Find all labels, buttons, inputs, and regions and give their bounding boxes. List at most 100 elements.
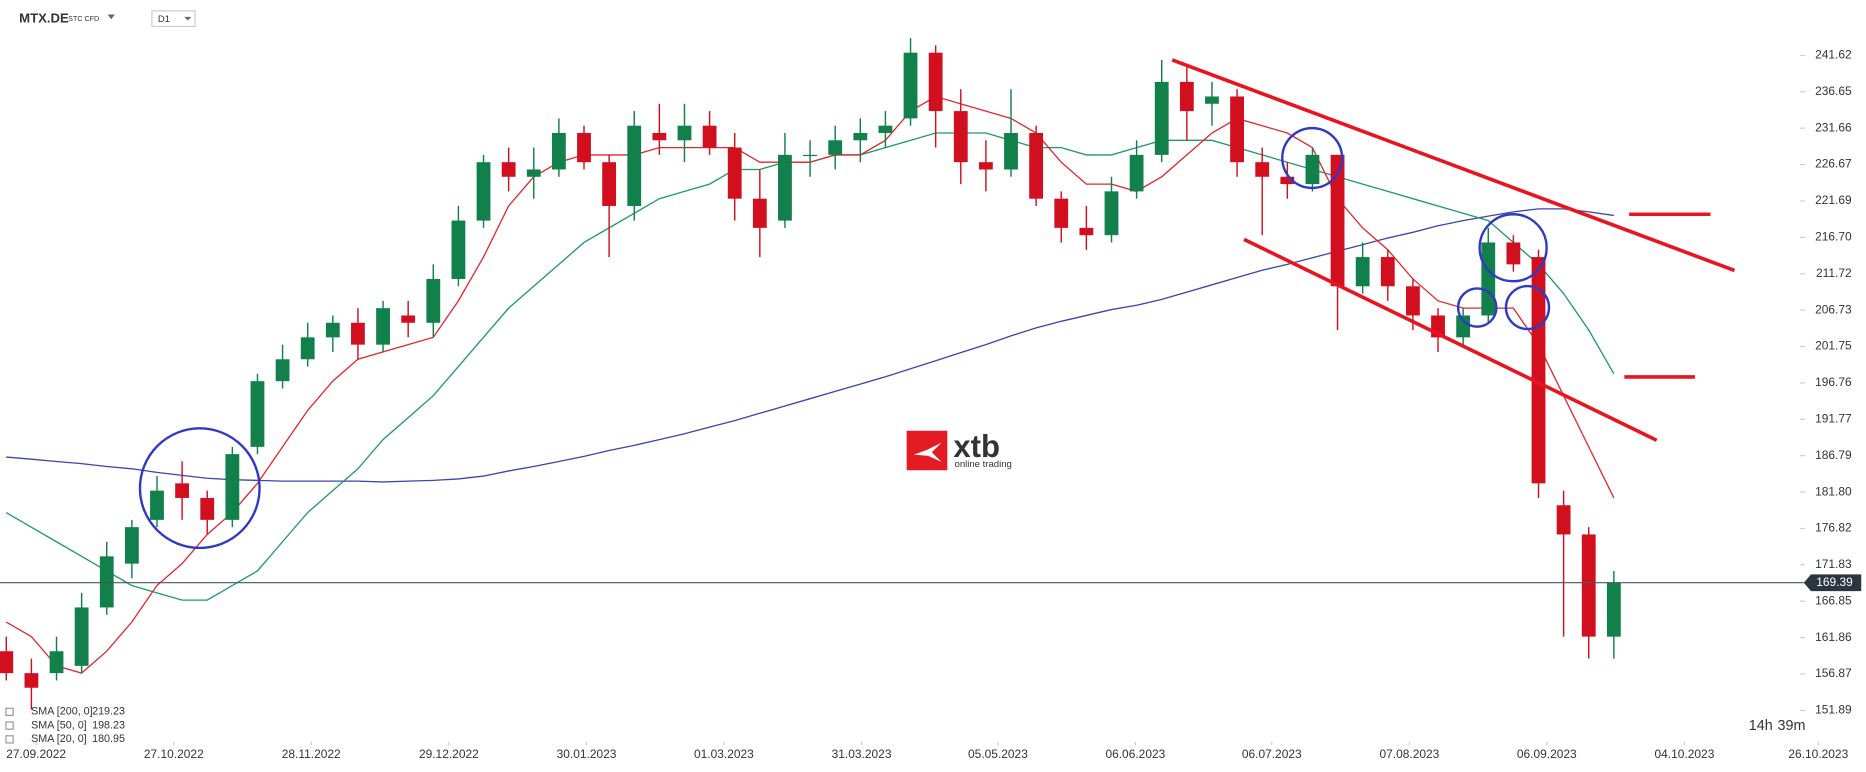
legend-name: SMA [200, 0] [31, 706, 93, 718]
toolbar: MTX.DE STC CFD D1 [19, 10, 196, 28]
candle-body [727, 147, 742, 199]
legend-icon [5, 735, 14, 744]
x-tick-label: 30.01.2023 [557, 747, 617, 761]
candle-body [627, 125, 642, 206]
candle-body [275, 359, 290, 382]
x-tick-label: 01.03.2023 [694, 747, 754, 761]
instrument-type: STC CFD [68, 15, 99, 23]
y-tick-label: 176.82 [1815, 521, 1852, 535]
x-tick-label: 06.06.2023 [1105, 747, 1165, 761]
candle-body [250, 381, 265, 447]
candle-body [652, 132, 667, 141]
timer: 14h 39m [1749, 718, 1806, 734]
legend-value: 219.23 [92, 706, 125, 718]
last-price-tag [1803, 574, 1862, 592]
y-tick-label: 181.80 [1815, 484, 1852, 498]
legend-value: 198.23 [92, 719, 125, 731]
candle-body [24, 673, 39, 688]
candle-body [1406, 286, 1420, 316]
candle-body [225, 454, 240, 520]
candle-body [49, 651, 64, 674]
candle-body [803, 154, 817, 157]
legend-value: 180.95 [92, 733, 125, 745]
candle-body [828, 140, 843, 155]
x-tick-label: 06.07.2023 [1242, 747, 1302, 761]
candle-body [74, 607, 89, 666]
interval-dropdown[interactable] [184, 16, 192, 21]
y-tick-label: 216.70 [1815, 230, 1852, 244]
interval: D1 [158, 14, 170, 25]
candle-body [602, 162, 617, 206]
candle-body [677, 125, 692, 141]
candle-body [1581, 534, 1596, 637]
x-tick-label: 29.12.2022 [419, 747, 479, 761]
candle-body [1179, 81, 1194, 112]
candle-body [1079, 227, 1094, 236]
candle-body [778, 154, 792, 221]
candle-body [1230, 96, 1244, 163]
candle-body [1280, 176, 1295, 185]
candle-body [1506, 242, 1521, 265]
candle-body [953, 111, 968, 163]
candle-body [526, 169, 541, 177]
y-tick-label: 211.72 [1816, 266, 1852, 280]
symbol[interactable]: MTX.DE [19, 11, 69, 26]
candle-body [853, 132, 868, 141]
candle-body [1456, 315, 1471, 338]
logo-tagline: online trading [955, 459, 1012, 470]
interval-select[interactable] [151, 10, 196, 28]
candle-body [501, 162, 516, 177]
candle-body [1330, 154, 1345, 287]
last-price-label: 169.39 [1816, 575, 1853, 589]
highlight-circle [1478, 213, 1548, 283]
trend-line [1243, 237, 1658, 442]
highlight-circle [1281, 126, 1344, 190]
highlight-circle [1456, 287, 1498, 328]
candle-body [928, 52, 943, 112]
candle-body [978, 162, 993, 170]
trend-line [1171, 58, 1736, 273]
candle-body [1556, 505, 1571, 535]
candle-body [878, 125, 893, 133]
y-tick-label: 156.87 [1815, 666, 1852, 680]
candle-body [1205, 96, 1219, 104]
legend-name: SMA [50, 0] [31, 719, 87, 731]
sma-line [5, 95, 1615, 674]
highlight-circle [1504, 284, 1551, 331]
candle-body [752, 198, 767, 228]
candle-body [1481, 242, 1496, 316]
logo: xtb online trading [906, 429, 1012, 471]
y-tick-label: 201.75 [1815, 339, 1852, 353]
candle-body [124, 527, 139, 564]
y-tick-label: 206.73 [1815, 302, 1852, 316]
logo-icon [913, 442, 942, 462]
candle-body [1531, 257, 1546, 484]
candle-body [1305, 154, 1320, 185]
candle-body [175, 483, 190, 498]
candle-body [401, 315, 416, 323]
candle-body [325, 322, 340, 338]
x-tick-label: 06.09.2023 [1517, 747, 1577, 761]
candle-body [1129, 154, 1144, 192]
y-tick-label: 151.89 [1815, 703, 1852, 717]
candle-body [1054, 198, 1069, 228]
candle-body [0, 651, 14, 674]
candle-body [577, 132, 591, 163]
candle-body [376, 308, 390, 345]
x-tick-label: 07.08.2023 [1379, 747, 1439, 761]
candle-body [1104, 191, 1119, 236]
y-tick-label: 191.77 [1815, 411, 1852, 425]
x-tick-label: 04.10.2023 [1655, 747, 1715, 761]
candle-body [1154, 81, 1169, 155]
sma-line [6, 208, 1614, 483]
x-tick-label: 31.03.2023 [832, 747, 892, 761]
symbol-dropdown[interactable] [107, 14, 115, 20]
y-tick-label: 186.79 [1815, 448, 1852, 462]
x-tick-label: 05.05.2023 [968, 747, 1028, 761]
y-tick-label: 171.83 [1815, 557, 1852, 571]
y-tick-label: 221.69 [1815, 193, 1852, 207]
timer-hours: 14h [1749, 718, 1773, 734]
logo-brand: xtb [953, 429, 1000, 464]
legend-icon [5, 707, 14, 717]
